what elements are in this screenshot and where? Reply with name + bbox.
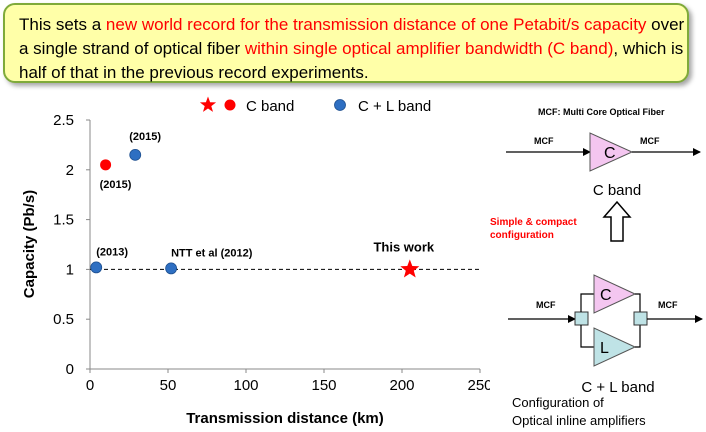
upper-branch-in — [580, 293, 594, 312]
x-axis-label: Transmission distance (km) — [186, 410, 384, 427]
x-tick-label: 150 — [311, 377, 336, 394]
legend-cl-band-label: C + L band — [358, 98, 431, 115]
y-axis-label: Capacity (Pb/s) — [21, 190, 38, 298]
data-labels: (2015) This work (2015) (2013) NTT et al (20… — [96, 131, 435, 260]
data-point-label: This work — [373, 239, 434, 254]
bottom-input-label: MCF — [536, 300, 556, 310]
headline-part3: , which is half of that in the previous … — [19, 39, 684, 82]
data-points — [90, 148, 420, 278]
data-point — [100, 159, 112, 171]
y-tick-label: 1.5 — [53, 212, 74, 229]
configuration-caption: configuration — [490, 230, 554, 241]
x-tick-label: 0 — [86, 377, 94, 394]
amp-c-label: C — [604, 145, 616, 162]
data-point-label: NTT et al (2012) — [171, 247, 253, 259]
y-tick-label: 0 — [66, 361, 74, 378]
data-point-label: (2013) — [96, 246, 128, 258]
wdm-coupler-right-icon — [633, 311, 648, 326]
data-point — [165, 262, 178, 275]
headline-part1: This sets a — [19, 15, 106, 34]
legend-star-marker — [199, 96, 217, 112]
x-tick-label: 100 — [233, 377, 258, 394]
c-band-amplifier-icon-2 — [593, 274, 637, 314]
y-tick-label: 2 — [66, 162, 74, 179]
top-output-label: MCF — [640, 136, 660, 146]
wdm-coupler-left-icon — [574, 311, 589, 326]
cl-band-caption: C + L band — [581, 379, 654, 396]
headline-text: This sets a new world record for the tra… — [19, 13, 689, 85]
headline-banner: This sets a new world record for the tra… — [3, 3, 689, 83]
l-band-amplifier-icon — [593, 327, 637, 367]
footer-line2: Optical inline amplifiers — [512, 413, 646, 428]
bottom-output-label: MCF — [658, 300, 678, 310]
amp-l-label: L — [600, 340, 609, 357]
data-point-label: (2015) — [100, 179, 132, 191]
lower-branch-out — [635, 325, 641, 348]
y-tick-label: 1 — [66, 261, 74, 278]
footer-line1: Configuration of — [512, 395, 604, 410]
diagram-title: MCF: Multi Core Optical Fiber — [538, 107, 665, 117]
headline-highlight-cband: within single optical amplifier bandwidt… — [244, 39, 614, 58]
chart-ticks: 0 50 100 150 200 250 0 0.5 1 1.5 2 2.5 — [53, 112, 490, 394]
legend-red-circle-marker — [224, 99, 236, 111]
data-point-label: (2015) — [129, 131, 161, 143]
simple-compact-caption: Simple & compact — [490, 217, 577, 228]
y-tick-label: 2.5 — [53, 112, 74, 129]
capacity-distance-chart: 0 50 100 150 200 250 0 0.5 1 1.5 2 2.5 Transmission… — [21, 96, 490, 427]
up-arrow-icon — [602, 200, 632, 242]
upper-branch-out — [635, 293, 641, 312]
lower-branch-in — [580, 325, 594, 348]
y-tick-label: 0.5 — [53, 311, 74, 328]
legend-blue-circle-marker — [334, 99, 346, 111]
legend-c-band-label: C band — [246, 98, 294, 115]
x-tick-label: 250 — [467, 377, 490, 394]
data-point — [129, 148, 142, 161]
data-point — [90, 261, 103, 274]
c-band-caption: C band — [593, 182, 641, 199]
chart-axes — [89, 120, 480, 370]
headline-highlight-record: new world record for the transmission di… — [105, 15, 647, 34]
chart-legend: C band C + L band — [199, 96, 431, 115]
x-tick-label: 50 — [160, 377, 177, 394]
headline-part2: over a single strand of optical fiber — [19, 15, 685, 58]
this-work-star-point — [400, 259, 420, 278]
x-tick-label: 200 — [389, 377, 414, 394]
amplifier-diagram: MCF: Multi Core Optical Fiber MCF C MCF … — [490, 107, 703, 428]
amp-c2-label: C — [600, 287, 612, 304]
top-input-label: MCF — [534, 136, 554, 146]
c-band-amplifier-icon — [589, 132, 634, 172]
